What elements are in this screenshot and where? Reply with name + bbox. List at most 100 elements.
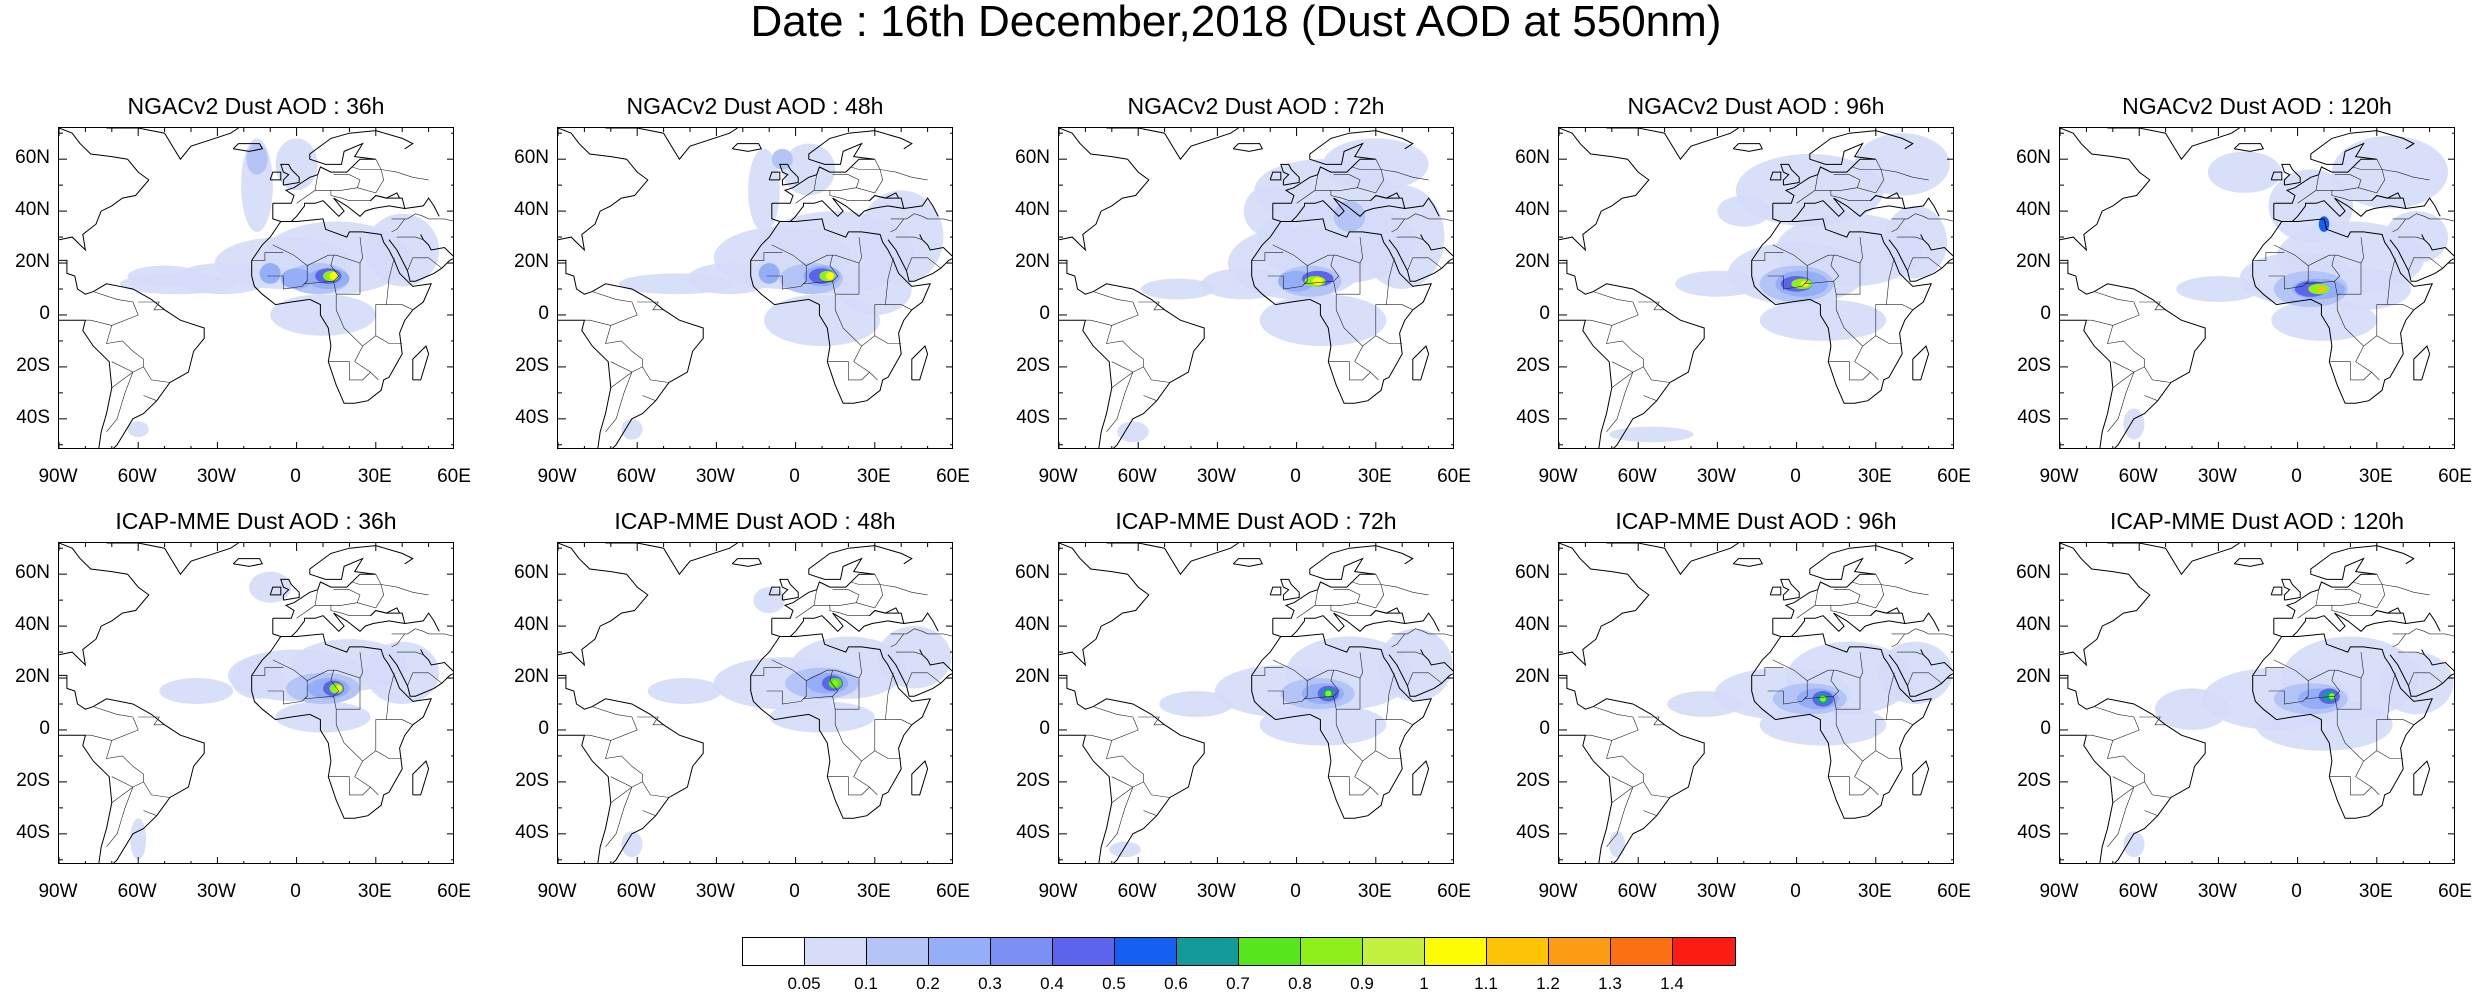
coastline — [903, 197, 939, 217]
colorbar-swatch — [867, 938, 929, 965]
x-tick-label: 30W — [695, 881, 735, 902]
coastline — [272, 609, 406, 637]
coastline — [1904, 612, 1940, 632]
country-border — [2392, 218, 2407, 233]
country-border — [850, 581, 884, 609]
y-tick-label: 0 — [39, 302, 50, 324]
coastline — [1059, 128, 1150, 252]
y-tick-label: 40N — [1515, 614, 1550, 636]
coastline — [1251, 218, 1433, 404]
map-panel: ICAP-MME Dust AOD : 96h 90W 60W 30W 0 30E 60E 6… — [1515, 508, 1971, 902]
country-border — [1830, 255, 1840, 282]
x-tick-label: 60W — [1117, 466, 1157, 487]
coastline — [2270, 171, 2283, 181]
coastline — [558, 543, 649, 667]
country-border — [1138, 716, 1165, 726]
country-border — [1251, 252, 1284, 261]
coastline — [869, 192, 900, 202]
coastline — [272, 194, 406, 222]
colorbar-swatch — [743, 938, 805, 965]
map-panel: ICAP-MME Dust AOD : 36h 90W 60W 30W 0 30E 60E 6… — [15, 508, 471, 902]
x-tick-label: 90W — [537, 466, 577, 487]
country-border — [267, 690, 308, 705]
y-tick-label: 20N — [514, 666, 549, 688]
country-border — [351, 581, 385, 609]
aod-contour — [1243, 185, 1297, 238]
x-tick-label: 90W — [1538, 466, 1578, 487]
coastline — [412, 345, 430, 381]
colorbar-swatch — [1053, 938, 1115, 965]
country-border — [885, 304, 912, 311]
map-panel: ICAP-MME Dust AOD : 120h 90W 60W 30W 0 30E 60E… — [2016, 508, 2472, 902]
country-border — [874, 159, 928, 181]
coastline — [1732, 558, 1764, 567]
country-border — [1267, 690, 1308, 705]
aod-contour — [1609, 831, 1625, 858]
country-border — [2139, 301, 2166, 311]
country-border — [2273, 237, 2364, 266]
aod-contour — [1312, 277, 1323, 286]
country-border — [1772, 237, 1863, 266]
aod-contour — [1159, 691, 1234, 717]
x-tick-label: 30E — [2358, 881, 2393, 902]
panel-title: NGACv2 Dust AOD : 120h — [2122, 93, 2392, 119]
map-plot-area — [557, 127, 953, 449]
country-border — [1751, 667, 1784, 676]
coastline — [412, 760, 430, 796]
aod-contour — [758, 263, 780, 284]
y-tick-label: 40S — [515, 406, 549, 428]
country-border — [396, 651, 424, 655]
dust-aod-map — [1559, 128, 1953, 448]
y-tick-label: 20N — [1515, 251, 1550, 273]
country-border — [637, 716, 664, 726]
x-tick-label: 60E — [2438, 466, 2472, 487]
country-border — [386, 304, 413, 311]
colorbar-swatch — [1673, 938, 1735, 965]
colorbar-swatch — [929, 938, 991, 965]
x-tick-label: 60E — [1937, 466, 1971, 487]
colorbar-label: 0.1 — [854, 974, 878, 993]
map-panel: ICAP-MME Dust AOD : 72h 90W 60W 30W 0 30E 60E 6… — [1015, 508, 1471, 902]
coastline — [1751, 633, 1933, 819]
country-border — [1891, 218, 1906, 233]
country-border — [2139, 716, 2166, 726]
country-border — [1828, 361, 1871, 381]
coastline — [1780, 578, 1800, 601]
y-tick-label: 40S — [1516, 821, 1550, 843]
x-tick-label: 0 — [1790, 466, 1801, 487]
country-border — [890, 628, 952, 637]
x-tick-label: 60E — [437, 466, 471, 487]
dust-aod-map — [1059, 128, 1453, 448]
aod-colorbar — [742, 937, 1736, 966]
country-border — [2107, 740, 2145, 782]
country-border — [850, 166, 884, 194]
coastline — [232, 143, 264, 152]
country-border — [1375, 159, 1429, 181]
colorbar-label: 0.3 — [978, 974, 1002, 993]
coastline — [887, 649, 952, 697]
coastline — [59, 734, 113, 863]
country-border — [1851, 581, 1885, 609]
aod-contour — [1759, 704, 1887, 746]
dust-aod-map — [2060, 128, 2454, 448]
y-tick-label: 40S — [2017, 821, 2051, 843]
country-border — [1891, 633, 1906, 648]
country-border — [895, 651, 923, 655]
coastline — [2413, 345, 2431, 381]
aod-contour — [280, 268, 313, 289]
aod-contour — [647, 678, 722, 704]
country-border — [2331, 605, 2372, 616]
country-border — [1330, 670, 1340, 697]
coastline — [2270, 586, 2283, 596]
aod-contour — [127, 421, 149, 438]
coastline — [1772, 130, 1914, 204]
country-border — [1815, 589, 1861, 606]
panel-title: ICAP-MME Dust AOD : 48h — [614, 508, 896, 534]
country-border — [1111, 366, 1170, 388]
panel-title: NGACv2 Dust AOD : 96h — [1627, 93, 1885, 119]
x-tick-label: 60W — [1617, 466, 1657, 487]
country-border — [1875, 750, 1903, 759]
x-tick-label: 0 — [789, 466, 800, 487]
coastline — [280, 578, 300, 601]
map-panel: ICAP-MME Dust AOD : 48h 90W 60W 30W 0 30E 60E 6… — [514, 508, 970, 902]
